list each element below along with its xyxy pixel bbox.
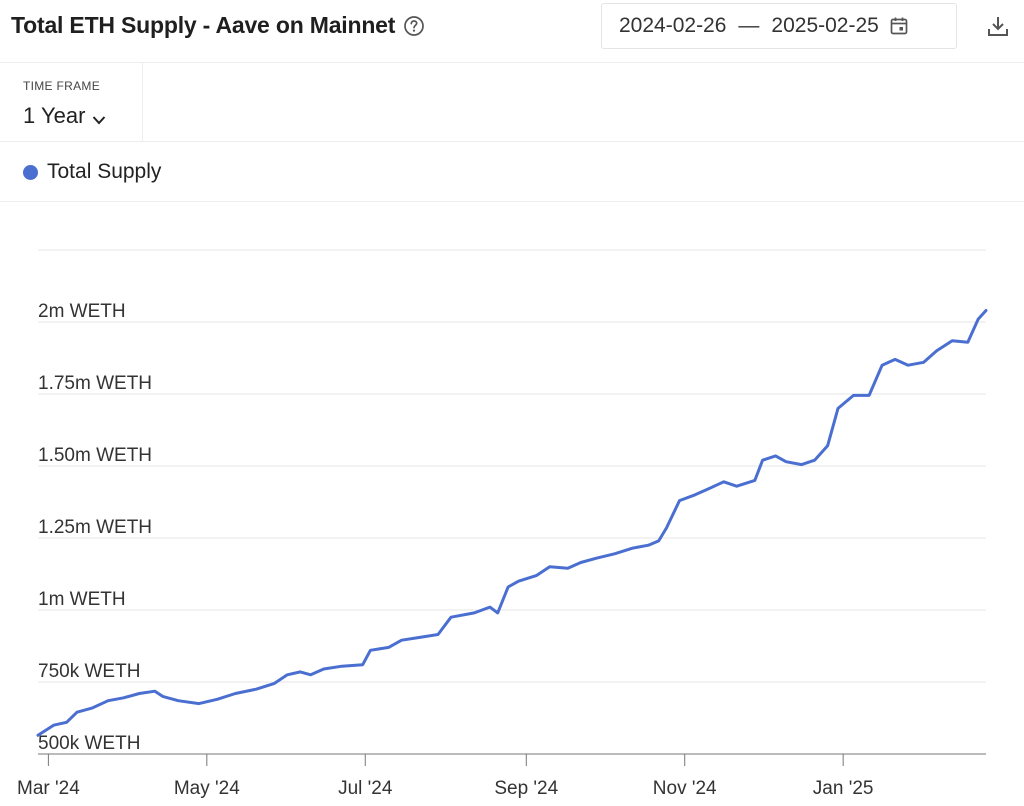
chart-header: Total ETH Supply - Aave on Mainnet 2024-… [0,0,1024,63]
x-tick-label: Jan '25 [813,778,874,799]
date-start: 2024-02-26 [619,14,727,37]
y-tick-label: 750k WETH [38,661,140,682]
x-tick-label: Jul '24 [338,778,393,799]
divider [0,141,1024,142]
x-tick-label: May '24 [174,778,240,799]
y-tick-label: 2m WETH [38,301,126,322]
download-icon[interactable] [986,14,1010,38]
y-tick-label: 1m WETH [38,589,126,610]
y-tick-label: 1.50m WETH [38,445,152,466]
divider [0,201,1024,202]
timeframe-label: TIME FRAME [23,79,100,93]
chevron-down-icon [91,108,107,125]
timeframe-section: TIME FRAME 1 Year [0,63,143,141]
y-tick-label: 500k WETH [38,733,140,754]
legend-label: Total Supply [47,160,162,183]
series-line-0 [36,309,988,737]
legend-dot-icon [23,164,38,180]
y-tick-label: 1.75m WETH [38,373,152,394]
x-tick-label: Mar '24 [17,778,80,799]
date-end: 2025-02-25 [771,14,879,37]
title-group: Total ETH Supply - Aave on Mainnet [11,12,425,39]
help-circle-icon[interactable] [403,15,425,37]
chart-title: Total ETH Supply - Aave on Mainnet [11,12,396,38]
calendar-icon[interactable] [889,16,909,36]
y-tick-label: 1.25m WETH [38,517,152,538]
x-tick-label: Sep '24 [494,778,558,799]
date-range-picker[interactable]: 2024-02-26 — 2025-02-25 [601,3,957,49]
timeframe-value: 1 Year [23,103,86,128]
timeframe-select[interactable]: 1 Year [23,103,107,129]
chart-legend[interactable]: Total Supply [23,160,161,184]
date-separator: — [738,14,760,37]
x-tick-label: Nov '24 [653,778,717,799]
